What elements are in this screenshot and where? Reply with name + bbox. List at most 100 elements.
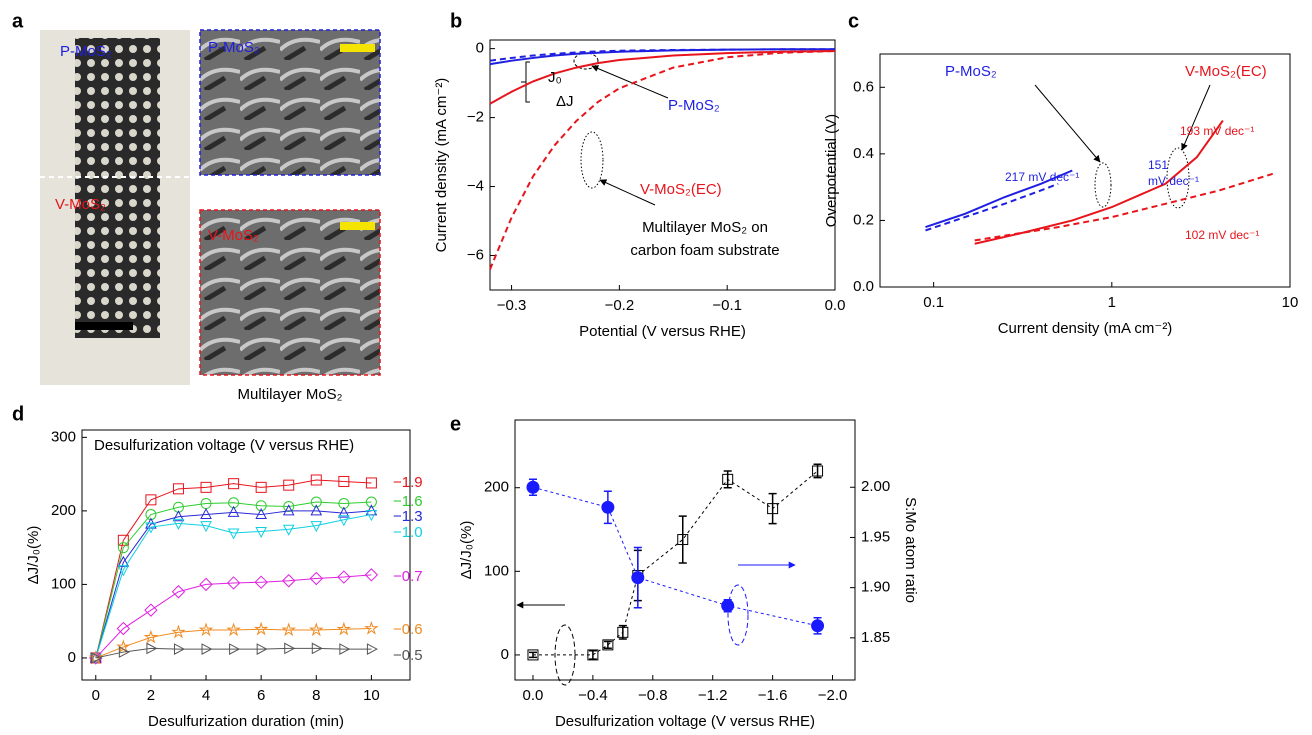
series-line <box>974 172 1274 242</box>
marker <box>254 575 268 589</box>
annotation: Multilayer MoS₂ on <box>642 219 768 236</box>
series-label: −1.9 <box>393 474 423 491</box>
caption: Multilayer MoS₂ <box>237 386 342 403</box>
marker <box>146 642 158 655</box>
plot-frame <box>81 429 411 681</box>
plot-frame <box>879 53 1291 288</box>
panel-letter: e <box>450 413 461 435</box>
y-tick-label: 100 <box>51 575 76 592</box>
annotation-shapes <box>516 52 1211 686</box>
annotation: ΔJ <box>556 93 574 110</box>
marker <box>145 494 157 506</box>
y-tick-label: 200 <box>484 479 509 496</box>
marker <box>364 568 379 582</box>
series-label: −0.6 <box>393 621 423 638</box>
plot-frame <box>489 39 836 291</box>
marker <box>198 622 214 637</box>
error-bar <box>813 463 822 479</box>
y-tick-label: −2 <box>467 109 484 126</box>
ellipse <box>580 131 604 189</box>
y-tick-label: 300 <box>51 428 76 445</box>
marker <box>310 504 323 516</box>
x-tick-label: −0.4 <box>578 687 608 704</box>
marker <box>309 571 323 586</box>
series-label: −0.5 <box>393 647 423 664</box>
marker <box>253 621 269 636</box>
marker <box>311 642 323 655</box>
panel-letter: b <box>450 10 462 32</box>
y-tick-label: 0 <box>501 646 509 663</box>
marker <box>282 504 295 516</box>
y2-tick-label: 2.00 <box>861 478 890 495</box>
marker <box>171 585 186 599</box>
marker <box>173 643 186 655</box>
marker <box>338 475 350 487</box>
scale-bar <box>75 322 133 330</box>
x-tick-label: 10 <box>1282 294 1299 311</box>
error-bar <box>618 624 627 640</box>
marker <box>255 526 267 539</box>
plot-frame <box>514 419 856 681</box>
marker <box>255 481 267 493</box>
series-line <box>95 628 372 659</box>
x-axis-label: Current density (mA cm⁻²) <box>998 320 1173 337</box>
y-axis-label: Overpotential (V) <box>823 114 840 227</box>
y-tick-label: −4 <box>467 178 484 195</box>
series-line <box>95 514 372 659</box>
label: P-MoS₂ <box>208 39 260 56</box>
scale-bar <box>340 44 375 52</box>
marker <box>365 510 378 522</box>
x-axis-label: Desulfurization duration (min) <box>148 713 344 730</box>
marker <box>526 480 540 494</box>
series-line <box>925 182 1059 232</box>
series-line <box>489 50 836 105</box>
marker <box>631 571 645 585</box>
brace <box>521 61 530 103</box>
series-label: P-MoS₂ <box>945 63 997 80</box>
marker <box>282 524 295 536</box>
annotation: carbon foam substrate <box>630 242 779 259</box>
image-panel: a P-MoS₂ V-MoS₂ P-MoS₂ V-MoS₂ Multilayer… <box>12 10 381 403</box>
marker <box>199 577 213 592</box>
arrow <box>599 179 656 206</box>
marker <box>365 496 377 508</box>
series-label: −1.3 <box>393 508 423 525</box>
series-line <box>532 486 818 627</box>
annotation: mV dec⁻¹ <box>1148 174 1199 188</box>
error-bar <box>678 515 687 564</box>
series-line <box>95 510 372 659</box>
y-tick-label: 0.2 <box>853 211 874 228</box>
marker <box>144 603 158 617</box>
error-bar <box>528 651 537 659</box>
y-tick-label: 0 <box>476 40 484 57</box>
series-label: −1.6 <box>393 493 423 510</box>
label: V-MoS₂ <box>208 227 259 244</box>
x-tick-label: 6 <box>257 687 265 704</box>
marker <box>281 622 297 637</box>
marker <box>587 649 599 661</box>
marker <box>527 649 539 661</box>
x-tick-label: −0.1 <box>712 297 742 314</box>
series-label: V-MoS₂(EC) <box>1185 63 1267 80</box>
panel-letter: a <box>12 10 24 32</box>
marker <box>338 515 350 527</box>
x-tick-label: 0 <box>92 687 100 704</box>
marker <box>145 522 157 534</box>
panel-letter: d <box>12 403 24 425</box>
y2-tick-label: 1.85 <box>861 629 890 646</box>
marker <box>767 503 779 515</box>
chart-title: Desulfurization voltage (V versus RHE) <box>94 437 354 454</box>
label: V-MoS₂ <box>55 196 106 213</box>
marker <box>338 506 350 518</box>
marker <box>172 518 185 530</box>
marker <box>601 500 615 514</box>
y-tick-label: 0.4 <box>853 145 874 162</box>
error-bar <box>723 470 732 489</box>
marker <box>117 565 130 577</box>
x-axis-label: Potential (V versus RHE) <box>579 323 746 340</box>
marker <box>200 481 212 493</box>
marker <box>677 534 689 546</box>
marker <box>812 465 824 477</box>
y-axis-label: ΔJ/J₀(%) <box>458 521 475 580</box>
